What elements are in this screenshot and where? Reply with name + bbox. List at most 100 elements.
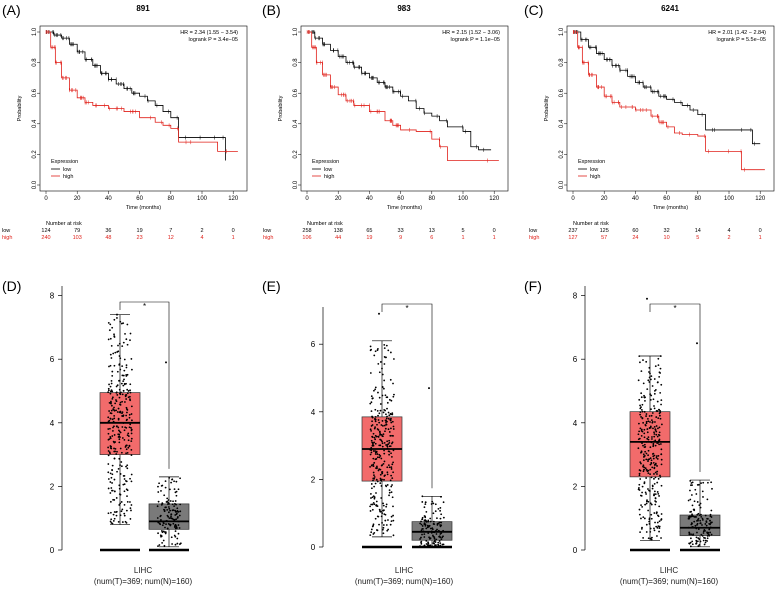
data-point xyxy=(374,386,377,389)
data-point xyxy=(656,442,659,444)
data-point xyxy=(126,434,129,437)
data-point xyxy=(110,404,113,407)
data-point xyxy=(163,544,166,547)
data-point xyxy=(376,453,379,455)
data-point xyxy=(656,400,659,403)
x-tick-label: 80 xyxy=(428,196,435,202)
data-point xyxy=(695,527,698,530)
data-point xyxy=(432,531,435,533)
data-point xyxy=(429,544,432,547)
risk-table-title: Number at risk xyxy=(573,221,609,227)
y-tick-label: 0.2 xyxy=(559,150,565,159)
data-point xyxy=(109,447,112,449)
data-point xyxy=(695,536,698,539)
y-tick-label: 6 xyxy=(573,355,578,364)
data-point xyxy=(658,527,661,529)
data-point xyxy=(156,517,159,519)
x-tick-label: 20 xyxy=(601,196,608,202)
data-point xyxy=(434,510,437,513)
data-point xyxy=(120,461,123,463)
data-point xyxy=(119,447,122,450)
data-point xyxy=(388,494,390,497)
data-point xyxy=(129,423,132,426)
data-point xyxy=(658,520,661,523)
data-point xyxy=(659,417,662,420)
data-point xyxy=(178,520,180,523)
data-point xyxy=(701,534,704,537)
data-point xyxy=(120,451,123,454)
data-point xyxy=(652,427,654,430)
data-point xyxy=(391,413,394,416)
data-point xyxy=(115,514,118,517)
data-point xyxy=(126,409,129,411)
legend-title: Expression xyxy=(578,159,605,165)
data-point xyxy=(166,497,169,500)
data-point xyxy=(687,526,690,529)
data-point xyxy=(118,504,121,506)
data-point xyxy=(121,365,124,368)
data-point xyxy=(640,392,643,395)
data-point xyxy=(648,371,650,373)
data-point xyxy=(649,372,651,375)
data-point xyxy=(702,532,705,534)
data-point xyxy=(371,525,374,528)
data-point xyxy=(388,489,391,492)
y-tick-label: 8 xyxy=(50,292,55,301)
y-tick-label: 0.8 xyxy=(559,58,565,67)
data-point xyxy=(647,472,650,475)
data-point xyxy=(174,543,177,546)
data-point xyxy=(658,505,661,508)
data-point xyxy=(125,364,128,367)
y-tick-label: 2 xyxy=(50,482,55,491)
x-tick-label: 40 xyxy=(105,196,112,202)
legend-title: Expression xyxy=(51,159,78,165)
data-point xyxy=(645,360,648,363)
data-point xyxy=(690,526,693,529)
data-point xyxy=(430,503,433,505)
x-tick-label: 20 xyxy=(335,196,342,202)
y-tick-label: 2 xyxy=(311,475,316,484)
data-point xyxy=(381,373,384,376)
x-tick-label: 100 xyxy=(724,196,735,202)
data-point xyxy=(643,410,646,413)
data-point xyxy=(392,428,395,430)
data-point xyxy=(382,433,385,436)
data-point xyxy=(435,533,438,535)
data-point xyxy=(118,438,121,441)
data-point xyxy=(169,509,172,512)
data-point xyxy=(375,492,377,494)
data-point xyxy=(380,439,383,442)
data-point xyxy=(373,503,376,506)
risk-low-value: 258 xyxy=(302,228,311,234)
data-point xyxy=(421,545,424,548)
data-point xyxy=(689,489,691,492)
data-point xyxy=(370,439,373,442)
data-point xyxy=(648,518,651,521)
data-point xyxy=(643,432,646,435)
data-point xyxy=(383,347,386,350)
data-point xyxy=(372,501,375,504)
y-tick-label: 1.0 xyxy=(32,27,38,36)
data-point xyxy=(390,491,393,494)
data-point xyxy=(655,525,658,528)
data-point xyxy=(389,434,392,437)
data-point xyxy=(169,488,171,491)
data-point xyxy=(378,396,381,399)
data-point xyxy=(387,464,390,467)
data-point xyxy=(660,519,662,521)
data-point xyxy=(170,515,172,518)
data-point xyxy=(434,544,436,547)
data-point xyxy=(431,545,434,548)
data-point xyxy=(119,502,122,505)
data-point xyxy=(392,534,395,537)
data-point xyxy=(649,457,652,460)
data-point xyxy=(377,391,379,394)
data-point xyxy=(111,326,114,329)
data-point xyxy=(387,417,390,420)
data-point xyxy=(113,499,116,501)
data-point xyxy=(659,355,662,357)
data-point xyxy=(370,503,373,506)
data-point xyxy=(382,502,385,505)
data-point xyxy=(696,531,698,534)
